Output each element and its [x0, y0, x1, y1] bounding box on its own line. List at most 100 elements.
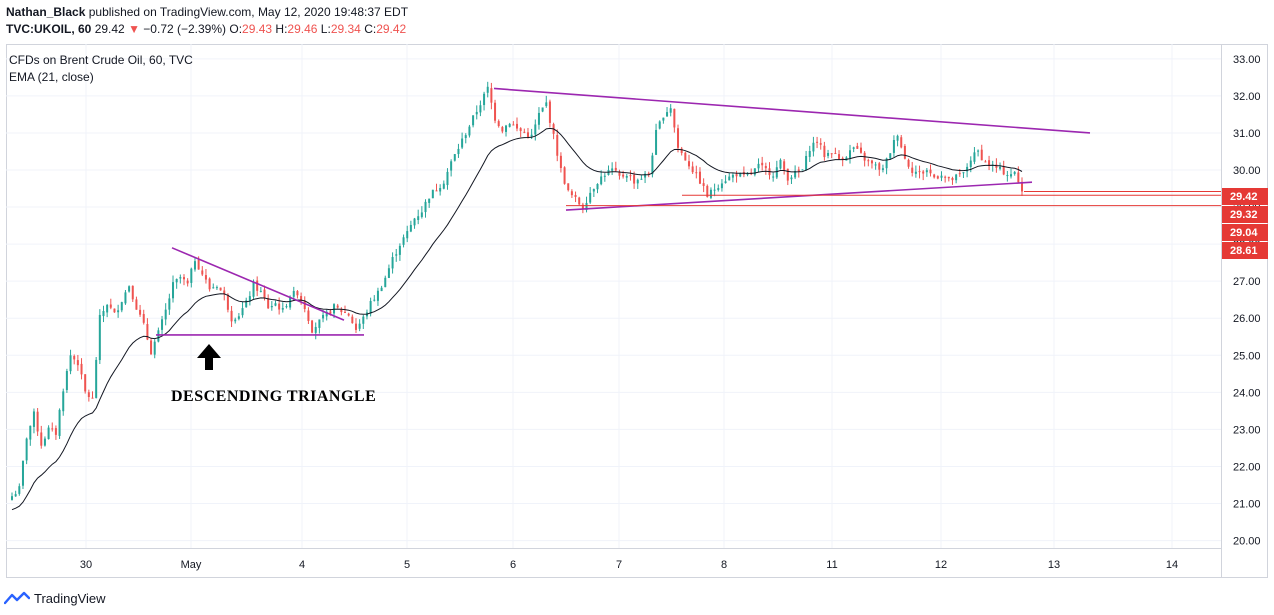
x-tick-label: 5 [404, 559, 410, 571]
candle-body [918, 171, 921, 173]
candle-body [40, 432, 43, 446]
candle-body [746, 173, 749, 175]
candle-body [69, 355, 72, 372]
candle-body [947, 176, 950, 179]
candle-body [248, 296, 251, 302]
candle-body [329, 311, 332, 314]
x-tick-label: 11 [826, 559, 837, 571]
candle-body [179, 277, 182, 279]
candle-body [157, 330, 160, 342]
price-change: −0.72 (−2.39%) [143, 22, 227, 36]
candle-body [483, 93, 486, 106]
high-label: H: [275, 22, 288, 36]
candle-body [823, 145, 826, 158]
candle-body [51, 428, 54, 430]
candle-body [193, 261, 196, 270]
candle-body [526, 132, 529, 138]
candle-body [819, 143, 822, 145]
candle-body [117, 310, 120, 313]
candle-body [622, 174, 625, 177]
candle-body [150, 340, 153, 355]
candle-body [764, 166, 767, 169]
price-label-text: 29.32 [1230, 209, 1258, 221]
candle-body [241, 308, 244, 316]
chart-area[interactable]: 33.0032.0031.0030.0029.0028.0027.0026.00… [6, 44, 1268, 578]
candle-body [336, 305, 339, 308]
candle-body [406, 231, 409, 239]
price-chart[interactable]: 33.0032.0031.0030.0029.0028.0027.0026.00… [6, 44, 1268, 578]
candle-body [267, 298, 270, 309]
candle-body [603, 175, 606, 177]
close-value: 29.42 [376, 22, 407, 36]
candle-body [907, 159, 910, 167]
symbol-line: TVC:UKOIL, 60 29.42 ▼ −0.72 (−2.39%) O:2… [6, 21, 1268, 38]
candle-body [259, 290, 262, 292]
candle-body [80, 363, 83, 375]
candle-body [464, 135, 467, 139]
candle-body [417, 216, 420, 220]
candle-body [347, 313, 350, 316]
y-tick-label: 20.00 [1233, 536, 1261, 548]
candle-body [698, 171, 701, 184]
candle-body [867, 160, 870, 162]
candle-body [559, 155, 562, 168]
candle-body [677, 128, 680, 148]
candle-body [494, 102, 497, 121]
candle-body [428, 198, 431, 203]
y-tick-label: 26.00 [1233, 313, 1261, 325]
open-label: O: [229, 22, 243, 36]
candle-body [794, 170, 797, 178]
candle-body [523, 131, 526, 133]
candle-body [1002, 166, 1005, 175]
candle-body [896, 135, 899, 141]
candle-body [556, 134, 559, 156]
candle-body [14, 494, 17, 497]
price-label-text: 29.42 [1230, 191, 1258, 203]
candle-body [153, 341, 156, 355]
publish-line: Nathan_Black published on TradingView.co… [6, 4, 1268, 21]
candle-body [984, 161, 987, 163]
x-tick-label: 8 [721, 559, 727, 571]
x-tick-label: 6 [510, 559, 516, 571]
candle-body [391, 257, 394, 269]
candle-body [614, 167, 617, 171]
candle-body [76, 360, 79, 366]
candle-body [128, 286, 131, 292]
candle-body [384, 277, 387, 288]
footer-brand[interactable]: TradingView [34, 590, 106, 606]
x-tick-label: 7 [616, 559, 622, 571]
candle-body [673, 108, 676, 128]
candle-body [182, 277, 185, 280]
candle-body [644, 173, 647, 178]
y-tick-label: 21.00 [1233, 499, 1261, 511]
up-arrow-icon [197, 344, 221, 370]
y-tick-label: 25.00 [1233, 350, 1261, 362]
legend-indicator[interactable]: EMA (21, close) [9, 70, 94, 84]
candle-body [658, 121, 661, 129]
candle-body [666, 112, 669, 117]
candle-body [362, 316, 365, 324]
candle-body [307, 310, 310, 321]
candle-body [113, 308, 116, 313]
candle-body [578, 197, 581, 205]
y-tick-label: 23.00 [1233, 424, 1261, 436]
candle-body [325, 311, 328, 317]
candle-body [567, 183, 570, 191]
candle-body [801, 169, 804, 171]
candle-body [468, 126, 471, 136]
candle-body [874, 164, 877, 166]
candle-body [720, 183, 723, 189]
candle-body [472, 115, 475, 126]
ema-line [11, 127, 1023, 511]
candle-body [1017, 172, 1020, 183]
author-name[interactable]: Nathan_Black [6, 5, 86, 19]
tradingview-logo-icon[interactable] [4, 590, 30, 606]
candle-body [215, 287, 218, 289]
candle-body [629, 175, 632, 177]
candle-body [424, 201, 427, 213]
candle-body [21, 460, 24, 486]
candle-body [1010, 174, 1013, 177]
y-tick-label: 30.00 [1233, 165, 1261, 177]
candle-body [585, 202, 588, 211]
candle-body [757, 163, 760, 169]
